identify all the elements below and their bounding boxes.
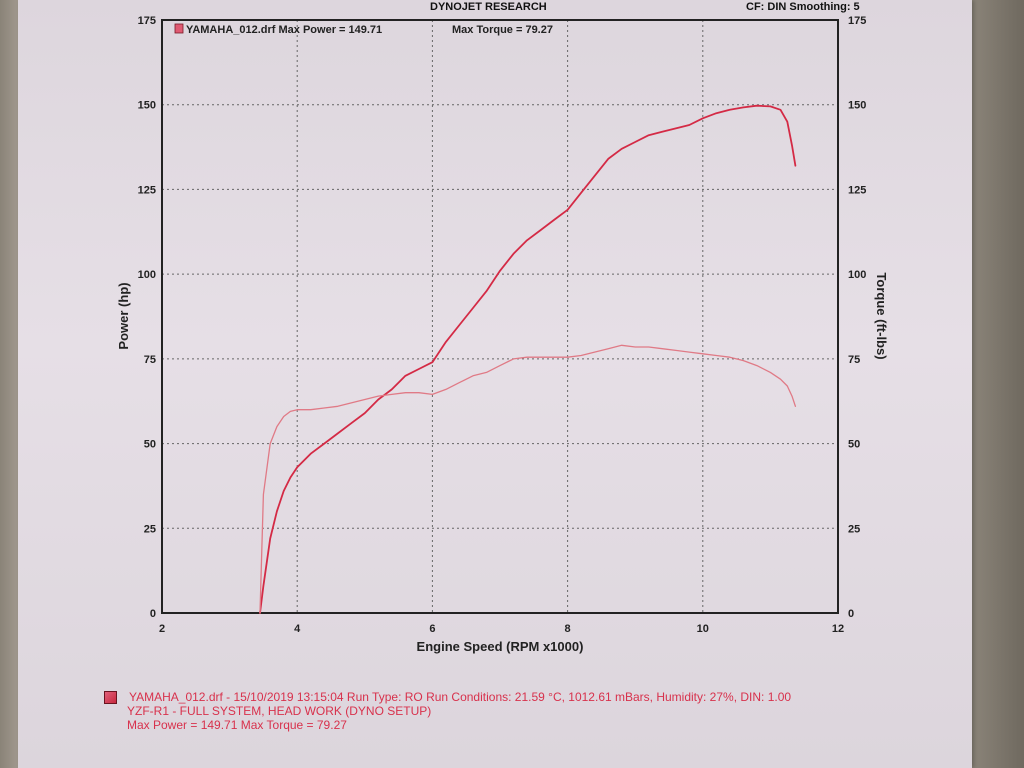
y-axis-label: Power (hp) [116,282,131,349]
y-tick-label: 25 [144,523,156,535]
y2-tick-label: 0 [848,608,854,620]
y2-tick-label: 175 [848,15,866,27]
x-tick-label: 2 [159,623,165,635]
x-tick-label: 10 [697,623,709,635]
grid-lines [162,20,838,613]
footer-setup-description: YZF-R1 - FULL SYSTEM, HEAD WORK (DYNO SE… [127,704,432,718]
desk-background-right [968,0,1024,768]
footer-run-details: YAMAHA_012.drf - 15/10/2019 13:15:04 Run… [129,690,792,704]
y2-tick-label: 100 [848,269,866,281]
run-info-footer: YAMAHA_012.drf - 15/10/2019 13:15:04 Run… [104,690,924,732]
y2-tick-label: 25 [848,523,860,535]
footer-max-values: Max Power = 149.71 Max Torque = 79.27 [127,718,347,732]
y2-tick-label: 125 [848,184,866,196]
y2-tick-labels: 0 25 50 75 100 125 150 175 [848,15,866,620]
y-tick-labels: 0 25 50 75 100 125 150 175 [138,15,156,620]
x-tick-label: 8 [565,623,571,635]
footer-legend-swatch [104,690,117,704]
x-tick-label: 4 [294,623,301,635]
plot-frame [161,19,839,614]
dyno-printout [18,0,972,768]
footer-line-3: Max Power = 149.71 Max Torque = 79.27 [104,718,924,732]
legend-swatch [174,23,184,34]
legend-run-label: YAMAHA_012.drf Max Power = 149.71 [186,24,382,36]
footer-line-1: YAMAHA_012.drf - 15/10/2019 13:15:04 Run… [104,690,924,704]
torque-curve [259,344,797,614]
y-tick-label: 125 [138,184,156,196]
power-curve [259,104,797,614]
y-tick-label: 50 [144,439,156,451]
x-tick-label: 6 [429,623,435,635]
x-tick-label: 12 [832,623,844,635]
legend-torque-label: Max Torque = 79.27 [452,24,553,36]
y-tick-label: 100 [138,269,156,281]
y-tick-label: 150 [138,100,156,112]
correction-factor-label: CF: DIN Smoothing: 5 [746,1,860,13]
y2-tick-label: 150 [848,100,866,112]
report-title: DYNOJET RESEARCH [430,1,547,13]
y2-tick-label: 50 [848,439,860,451]
y-tick-label: 0 [150,608,156,620]
y2-tick-label: 75 [848,354,860,366]
x-tick-labels: 2 4 6 8 10 12 [159,623,844,635]
series-lines [259,104,797,614]
y-tick-label: 175 [138,15,156,27]
desk-background-left [0,0,20,768]
footer-line-2: YZF-R1 - FULL SYSTEM, HEAD WORK (DYNO SE… [104,704,924,718]
y2-axis-label: Torque (ft-lbs) [874,272,889,359]
x-axis-label: Engine Speed (RPM x1000) [417,639,584,654]
y-tick-label: 75 [144,354,156,366]
